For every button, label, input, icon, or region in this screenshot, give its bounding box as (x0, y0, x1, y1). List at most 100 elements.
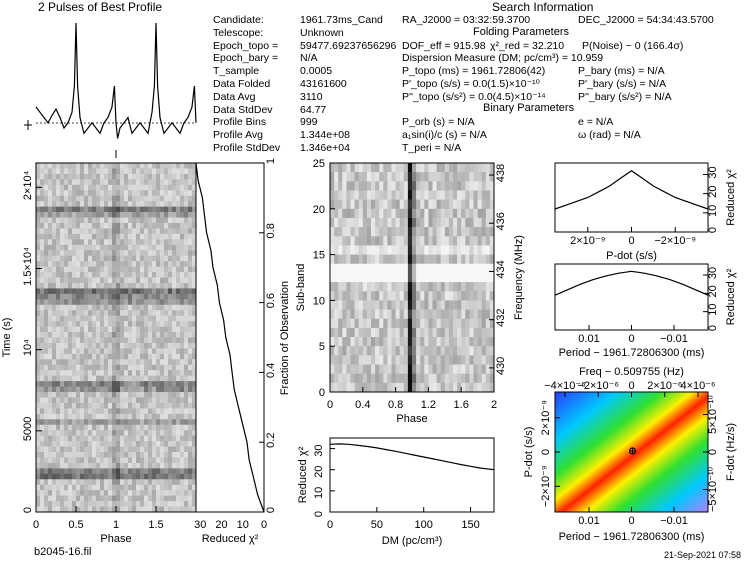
time-phase-cell (64, 332, 69, 338)
filename: b2045-16.fil (34, 546, 92, 558)
time-phase-cell (140, 261, 145, 267)
time-phase-cell (92, 217, 97, 224)
time-phase-cell (140, 228, 145, 235)
time-phase-cell (124, 370, 129, 376)
time-phase-cell (52, 332, 57, 338)
time-phase-cell (188, 462, 193, 469)
subband-cell (432, 263, 437, 274)
subband-cell (432, 373, 437, 384)
time-phase-cell (88, 282, 93, 289)
time-phase-cell (148, 342, 153, 349)
time-phase-cell (116, 168, 121, 175)
time-phase-cell (64, 184, 69, 191)
subband-cell (334, 181, 339, 191)
time-phase-cell (104, 228, 109, 235)
time-phase-cell (168, 255, 173, 262)
time-phase-cell (164, 217, 169, 224)
time-phase-cell (56, 501, 61, 507)
subband-cell (428, 181, 433, 191)
time-phase-cell (80, 332, 85, 338)
time-phase-cell (92, 190, 97, 197)
time-phase-cell (52, 435, 57, 442)
time-phase-cell (100, 332, 105, 338)
time-phase-cell (80, 386, 85, 393)
time-phase-cell (144, 402, 149, 409)
subband-cell (375, 282, 380, 292)
subband-cell (387, 172, 392, 182)
time-phase-cell (72, 304, 77, 311)
time-phase-cell (76, 299, 81, 306)
time-phase-cell (144, 272, 149, 278)
subband-cell (371, 199, 376, 210)
time-phase-cell (44, 364, 49, 371)
time-phase-cell (184, 348, 189, 355)
time-phase-cell (72, 419, 77, 426)
time-phase-cell (56, 392, 61, 398)
time-phase-cell (52, 386, 57, 393)
time-phase-cell (128, 506, 133, 512)
subband-cell (481, 300, 487, 310)
time-phase-cell (180, 348, 185, 355)
time-phase-cell (172, 266, 177, 273)
time-phase-cell (112, 408, 117, 415)
time-phase-cell (172, 342, 177, 349)
time-phase-cell (124, 277, 129, 284)
time-phase-cell (76, 490, 81, 496)
subband-cell (387, 217, 392, 228)
time-phase-cell (52, 375, 57, 382)
time-phase-cell (64, 430, 69, 436)
time-phase-cell (156, 370, 161, 376)
subband-cell (461, 199, 466, 210)
time-phase-cell (128, 375, 133, 382)
time-phase-cell (100, 163, 105, 169)
time-phase-cell (52, 484, 57, 491)
subband-cell (473, 337, 478, 347)
subband-ytick-label: 15 (313, 250, 325, 262)
time-phase-cell (164, 386, 169, 393)
time-phase-cell (120, 506, 125, 512)
pdot-period-title: Freq − 0.509755 (Hz) (579, 366, 684, 378)
subband-cell (334, 254, 339, 265)
time-phase-cell (52, 430, 57, 436)
time-phase-cell (108, 430, 113, 436)
time-phase-cell (84, 332, 89, 338)
subband-cell (354, 346, 359, 356)
subband-cell (457, 199, 462, 210)
time-phase-cell (112, 168, 117, 175)
time-phase-cell (136, 304, 141, 311)
time-phase-cell (124, 457, 129, 464)
param-label: Candidate: (213, 14, 264, 26)
chi2-time-xtick-label: 0 (261, 519, 267, 531)
time-phase-cell (128, 435, 133, 442)
subband-cell (379, 300, 384, 310)
subband-cell (395, 181, 400, 191)
time-phase-cell (140, 490, 145, 496)
param-label: Telescope: (213, 26, 264, 39)
time-phase-cell (56, 179, 61, 186)
subband-cell (358, 263, 364, 274)
time-phase-cell (152, 250, 157, 256)
subband-cell (469, 272, 474, 283)
time-phase-cell (120, 501, 125, 507)
time-phase-cell (72, 277, 77, 284)
time-phase-cell (104, 212, 109, 218)
time-phase-cell (68, 501, 73, 507)
time-phase-cell (152, 321, 157, 327)
time-phase-cell (48, 381, 53, 387)
time-phase-ytick-label: 1.5×10⁴ (22, 247, 34, 286)
subband-cell (334, 199, 339, 210)
time-phase-cell (172, 386, 177, 393)
subband-cell (432, 382, 437, 392)
time-phase-cell (84, 206, 89, 213)
time-phase-cell (116, 217, 121, 224)
param-label: Profile Avg (213, 129, 264, 142)
time-phase-cell (144, 359, 149, 366)
time-phase-cell (156, 413, 161, 420)
subband-cell (395, 199, 400, 210)
subband-cell (469, 227, 474, 237)
time-phase-cell (68, 490, 73, 496)
time-phase-cell (132, 304, 137, 311)
time-phase-cell (136, 359, 141, 366)
time-phase-cell (68, 163, 73, 169)
time-phase-cell (188, 163, 193, 169)
